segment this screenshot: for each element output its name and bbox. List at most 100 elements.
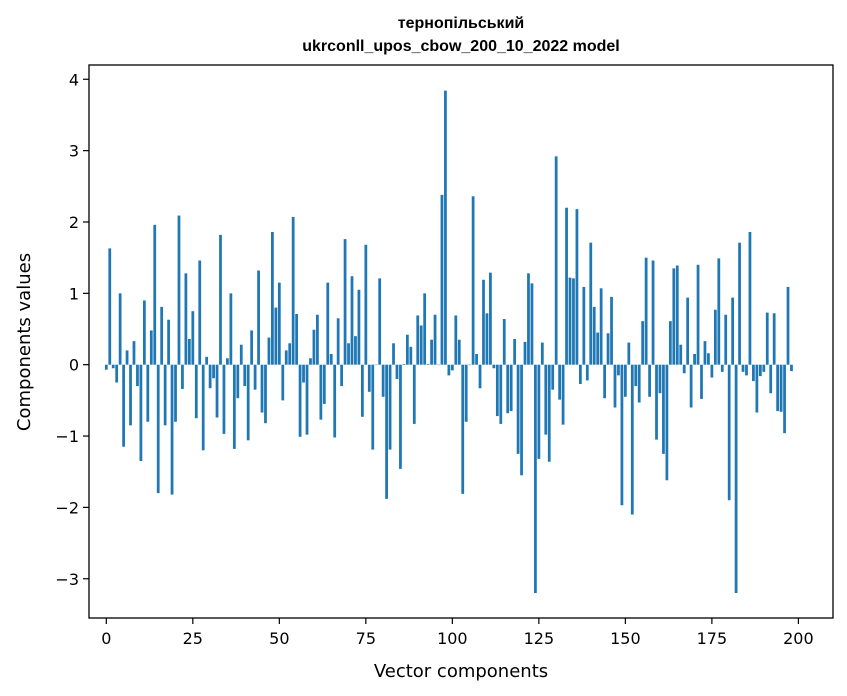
bar [582, 286, 586, 365]
bar [464, 364, 468, 422]
bar [177, 215, 181, 365]
bar [454, 315, 458, 365]
bar [399, 364, 402, 469]
y-axis-ticks: −3 −2 −1 0 1 2 3 4 [55, 70, 89, 589]
bar [329, 353, 333, 365]
bar [264, 364, 267, 424]
bar [748, 231, 752, 365]
bar [696, 264, 700, 365]
bar [475, 353, 478, 365]
bar [627, 342, 631, 365]
bar [354, 336, 357, 365]
x-axis-label: Vector components [374, 661, 548, 682]
bar [527, 273, 530, 365]
bar [174, 364, 177, 422]
bar [430, 339, 433, 365]
bar [547, 364, 551, 462]
bar [710, 364, 714, 378]
bar [672, 268, 676, 365]
bar [125, 350, 129, 365]
bar [523, 341, 527, 365]
bar [336, 318, 340, 365]
bar [579, 364, 582, 384]
bar [271, 231, 274, 365]
bar [149, 330, 153, 365]
bar [776, 364, 780, 412]
y-tick-label: 2 [69, 213, 79, 232]
bar [198, 260, 202, 365]
bar [291, 216, 295, 365]
bar [786, 286, 790, 365]
bar [305, 364, 309, 435]
x-tick-label: 175 [697, 629, 728, 648]
bar [284, 350, 288, 365]
bar [250, 330, 254, 365]
bar [665, 364, 669, 481]
bar [381, 364, 385, 397]
bar [668, 321, 672, 365]
bar [575, 209, 579, 365]
y-tick-label: 0 [69, 356, 79, 375]
bar [309, 358, 312, 365]
y-tick-label: −1 [55, 427, 79, 446]
bar [765, 312, 769, 365]
bar [316, 314, 319, 365]
bar [122, 364, 125, 447]
bar [644, 257, 648, 365]
x-axis-ticks: 0 25 50 75 100 125 150 175 200 [101, 618, 814, 648]
bar [675, 265, 679, 365]
bar [412, 364, 416, 424]
bar [191, 311, 195, 365]
bar [326, 282, 330, 365]
bar [707, 353, 710, 365]
bar [495, 364, 499, 417]
bar [651, 260, 655, 365]
bar [530, 283, 534, 365]
bar [682, 364, 686, 374]
plot-frame [88, 64, 834, 619]
bar [471, 196, 475, 365]
x-tick-label: 200 [783, 629, 814, 648]
bar [772, 313, 776, 365]
bar [208, 364, 212, 389]
x-tick-label: 50 [269, 629, 289, 648]
bar [132, 341, 136, 365]
bar [693, 353, 696, 365]
bar [623, 364, 627, 397]
y-tick-label: 1 [69, 284, 79, 303]
chart-subtitle: ukrconll_upos_cbow_200_10_2022 model [302, 38, 619, 55]
bar [243, 364, 247, 387]
bar [447, 364, 451, 376]
y-tick-label: 3 [69, 142, 79, 161]
bar [136, 364, 139, 387]
bar [509, 364, 513, 412]
bar [267, 337, 271, 365]
bar [779, 364, 783, 412]
x-tick-label: 150 [610, 629, 641, 648]
bar [752, 364, 755, 382]
x-tick-label: 125 [524, 629, 555, 648]
bar [423, 293, 427, 365]
bar [229, 293, 233, 365]
bar [762, 364, 766, 372]
bar [215, 364, 219, 418]
bar [277, 282, 281, 365]
bar [139, 364, 143, 462]
bar [246, 364, 250, 441]
y-tick-label: −2 [55, 498, 79, 517]
bar [534, 364, 537, 594]
bar [419, 325, 423, 365]
bar [658, 364, 662, 394]
bar [364, 244, 368, 365]
bar [755, 364, 759, 413]
bar [720, 364, 724, 372]
bar [572, 278, 575, 365]
bar [513, 339, 517, 365]
bar [599, 288, 603, 365]
bar [104, 364, 108, 370]
bar [226, 358, 229, 365]
bar [554, 156, 558, 365]
bar [402, 363, 406, 365]
bar [506, 364, 510, 414]
bar [440, 194, 444, 365]
